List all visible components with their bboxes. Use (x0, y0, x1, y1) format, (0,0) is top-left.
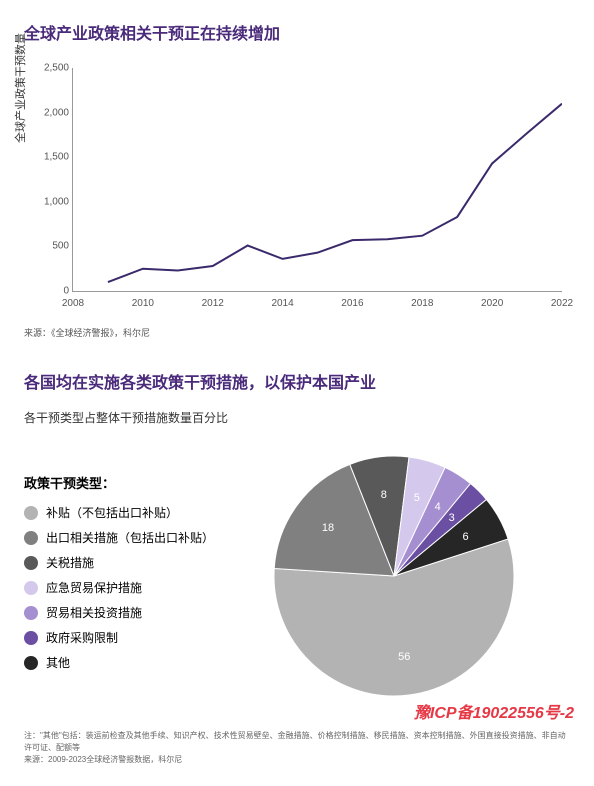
line-plot-area: 05001,0001,5002,0002,5002008201020122014… (72, 68, 562, 292)
y-tick: 500 (33, 241, 69, 252)
y-tick: 1,500 (33, 152, 69, 163)
legend-swatch (24, 656, 38, 670)
x-tick: 2016 (341, 298, 363, 309)
watermark: 豫ICP备19022556号-2 (414, 699, 574, 723)
line-chart: 全球产业政策干预数量 05001,0001,5002,0002,50020082… (24, 60, 570, 320)
footnote-line1: 注："其他"包括：装运前检查及其他手续、知识产权、技术性贸易壁垒、金融措施、价格… (24, 730, 570, 754)
legend-item: 关税措施 (24, 554, 244, 571)
pie-slice-label: 5 (414, 492, 420, 504)
legend-swatch (24, 531, 38, 545)
legend-swatch (24, 631, 38, 645)
y-tick: 0 (33, 286, 69, 297)
pie-slice-label: 6 (462, 531, 468, 543)
x-tick: 2008 (62, 298, 84, 309)
pie-chart-subtitle: 各干预类型占整体干预措施数量百分比 (24, 409, 570, 426)
x-tick: 2012 (202, 298, 224, 309)
legend-swatch (24, 606, 38, 620)
x-tick: 2022 (551, 298, 573, 309)
pie-slice-label: 18 (322, 522, 334, 534)
y-tick: 1,000 (33, 196, 69, 207)
legend-label: 关税措施 (46, 554, 94, 571)
pie-slice-label: 4 (435, 501, 441, 513)
pie-wrap: 56 18 8 5 436 (264, 446, 524, 706)
legend-item: 应急贸易保护措施 (24, 579, 244, 596)
legend-item: 其他 (24, 654, 244, 671)
x-tick: 2018 (411, 298, 433, 309)
line-chart-title: 全球产业政策相关干预正在持续增加 (24, 20, 570, 44)
legend-label: 补贴（不包括出口补贴） (46, 504, 178, 521)
footnote-line2: 来源：2009-2023全球经济警报数据，科尔尼 (24, 754, 570, 766)
pie-section: 政策干预类型： 补贴（不包括出口补贴） 出口相关措施（包括出口补贴） 关税措施应急贸… (24, 446, 570, 706)
legend-item: 补贴（不包括出口补贴） (24, 504, 244, 521)
legend-label: 政府采购限制 (46, 629, 118, 646)
legend-swatch (24, 556, 38, 570)
legend-label: 应急贸易保护措施 (46, 579, 142, 596)
legend-label: 出口相关措施（包括出口补贴） (46, 529, 214, 546)
x-tick: 2010 (132, 298, 154, 309)
legend-swatch (24, 581, 38, 595)
legend-label: 贸易相关投资措施 (46, 604, 142, 621)
line-series (108, 104, 562, 282)
pie-slice-label: 56 (398, 651, 410, 663)
x-tick: 2020 (481, 298, 503, 309)
line-chart-source: 来源：《全球经济警报》，科尔尼 (24, 326, 570, 339)
pie-svg (264, 446, 524, 706)
footnote: 注："其他"包括：装运前检查及其他手续、知识产权、技术性贸易壁垒、金融措施、价格… (24, 730, 570, 766)
legend-swatch (24, 506, 38, 520)
y-axis-label: 全球产业政策干预数量 (12, 33, 28, 143)
pie-slice-label: 8 (381, 489, 387, 501)
pie-slice-label: 3 (449, 512, 455, 524)
legend-label: 其他 (46, 654, 70, 671)
legend-title: 政策干预类型： (24, 473, 244, 492)
x-tick: 2014 (271, 298, 293, 309)
pie-legend: 政策干预类型： 补贴（不包括出口补贴） 出口相关措施（包括出口补贴） 关税措施应急贸… (24, 473, 244, 679)
legend-item: 出口相关措施（包括出口补贴） (24, 529, 244, 546)
pie-chart-title: 各国均在实施各类政策干预措施，以保护本国产业 (24, 369, 570, 393)
legend-item: 政府采购限制 (24, 629, 244, 646)
y-tick: 2,000 (33, 107, 69, 118)
legend-item: 贸易相关投资措施 (24, 604, 244, 621)
y-tick: 2,500 (33, 63, 69, 74)
